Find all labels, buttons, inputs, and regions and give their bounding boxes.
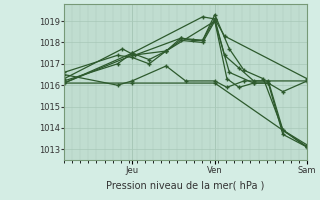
X-axis label: Pression niveau de la mer( hPa ): Pression niveau de la mer( hPa ) [107,180,265,190]
